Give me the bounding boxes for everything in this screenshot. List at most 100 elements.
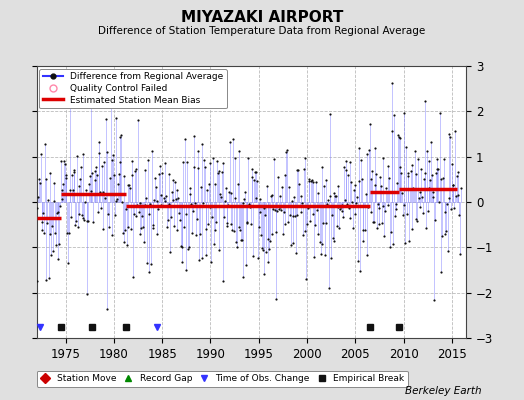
Point: [441, 209, 449, 215]
Point: [181, 267, 190, 273]
Point: [387, 229, 395, 236]
Point: [314, 231, 322, 237]
Point: [331, 192, 340, 199]
Point: [281, 172, 289, 178]
Point: [441, 231, 450, 237]
Point: [176, 216, 184, 223]
Point: [137, 225, 146, 232]
Point: [444, 248, 452, 254]
Point: [68, 172, 77, 178]
Point: [165, 201, 173, 208]
Point: [398, 190, 406, 196]
Point: [231, 195, 239, 201]
Point: [195, 257, 203, 263]
Point: [357, 176, 366, 182]
Point: [252, 195, 260, 201]
Point: [133, 201, 141, 208]
Point: [249, 253, 257, 259]
Point: [449, 182, 457, 188]
Point: [336, 206, 344, 212]
Point: [36, 180, 44, 186]
Point: [304, 178, 313, 185]
Point: [115, 159, 124, 165]
Point: [85, 173, 94, 179]
Point: [342, 158, 351, 164]
Point: [54, 209, 62, 216]
Point: [264, 258, 272, 265]
Point: [456, 185, 465, 191]
Point: [118, 230, 127, 236]
Point: [73, 152, 81, 159]
Point: [413, 218, 421, 224]
Point: [391, 205, 400, 212]
Point: [404, 173, 412, 180]
Point: [267, 193, 275, 199]
Point: [250, 177, 258, 184]
Point: [163, 216, 172, 223]
Point: [84, 218, 92, 224]
Point: [252, 169, 260, 176]
Point: [142, 195, 150, 202]
Point: [339, 202, 347, 208]
Point: [408, 226, 416, 232]
Point: [384, 162, 392, 169]
Point: [188, 230, 196, 236]
Point: [220, 214, 228, 220]
Point: [121, 227, 129, 233]
Point: [43, 219, 51, 226]
Point: [132, 166, 140, 172]
Point: [107, 232, 116, 238]
Point: [258, 244, 266, 251]
Point: [411, 148, 419, 154]
Point: [426, 177, 434, 184]
Point: [335, 224, 343, 231]
Point: [285, 203, 293, 209]
Point: [178, 259, 187, 265]
Point: [104, 211, 113, 217]
Point: [184, 244, 193, 251]
Point: [87, 98, 95, 104]
Point: [125, 182, 134, 188]
Point: [376, 174, 385, 180]
Point: [407, 168, 415, 174]
Point: [286, 212, 294, 218]
Point: [233, 244, 241, 250]
Point: [120, 238, 128, 245]
Point: [58, 187, 67, 194]
Point: [371, 182, 379, 188]
Point: [136, 231, 144, 238]
Point: [210, 180, 219, 187]
Point: [95, 150, 104, 156]
Point: [145, 210, 154, 217]
Point: [85, 181, 93, 187]
Point: [91, 167, 100, 174]
Point: [262, 249, 270, 255]
Legend: Station Move, Record Gap, Time of Obs. Change, Empirical Break: Station Move, Record Gap, Time of Obs. C…: [37, 371, 408, 387]
Point: [444, 130, 453, 137]
Point: [316, 250, 325, 257]
Point: [234, 224, 243, 230]
Point: [360, 202, 368, 209]
Point: [35, 176, 43, 182]
Point: [390, 112, 398, 119]
Point: [146, 201, 155, 207]
Point: [100, 159, 108, 165]
Point: [49, 180, 58, 186]
Point: [192, 232, 200, 238]
Point: [139, 238, 148, 245]
Point: [169, 177, 177, 183]
Point: [184, 246, 192, 252]
Point: [109, 152, 117, 158]
Point: [402, 144, 410, 150]
Point: [453, 169, 462, 175]
Point: [226, 138, 234, 145]
Point: [216, 191, 224, 197]
Point: [343, 200, 352, 207]
Point: [257, 232, 265, 238]
Point: [39, 210, 47, 216]
Point: [324, 284, 333, 291]
Point: [105, 224, 113, 230]
Point: [209, 155, 217, 161]
Point: [34, 194, 42, 200]
Point: [168, 189, 176, 196]
